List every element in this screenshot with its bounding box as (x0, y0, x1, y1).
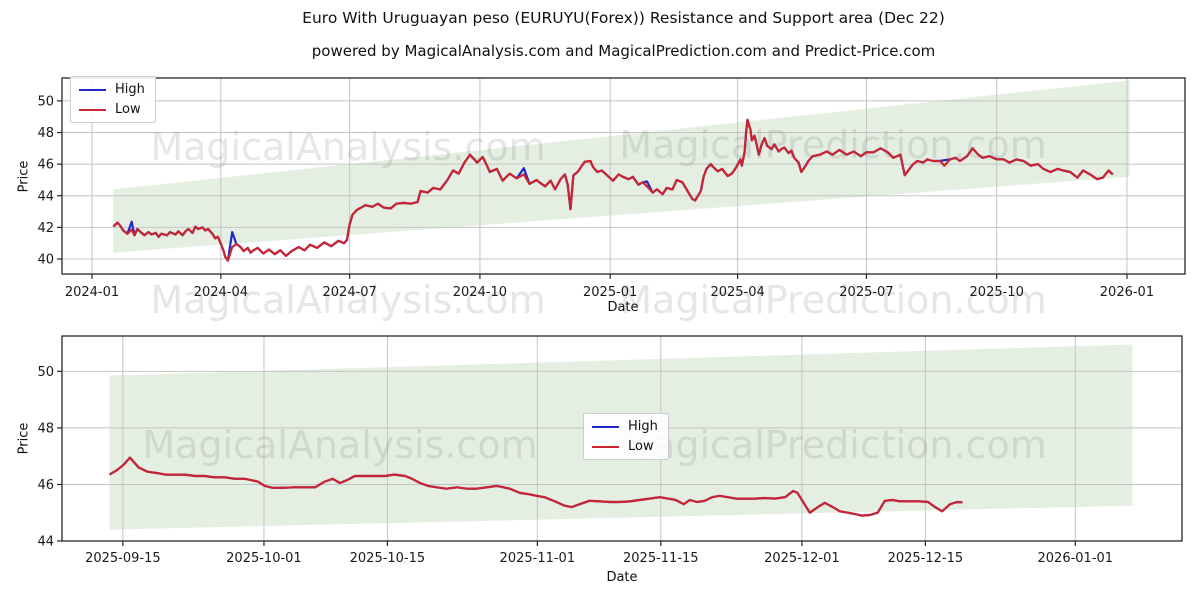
legend-item-high: High (79, 83, 145, 96)
top-x-tick-label: 2025-07 (839, 285, 893, 300)
legend-high-label: High (115, 82, 145, 97)
top-y-tick-label: 40 (37, 252, 54, 267)
top-axes-frame (61, 77, 1186, 275)
bottom-x-tick-label: 2025-09-15 (85, 551, 161, 566)
top-y-tick-label: 44 (37, 189, 54, 204)
legend-high-line-swatch (79, 88, 106, 91)
bottom-y-tick-label: 48 (37, 421, 54, 436)
top-x-tick-label: 2025-01 (583, 285, 637, 300)
bottom-axes-frame (61, 335, 1183, 542)
watermark-text: MagicalPrediction.com (619, 123, 1047, 167)
page-subtitle: powered by MagicalAnalysis.com and Magic… (311, 42, 936, 60)
legend-high-label: High (628, 419, 658, 434)
bottom-low-line (109, 456, 963, 517)
page-title: Euro With Uruguayan peso (EURUYU(Forex))… (302, 9, 945, 27)
bottom-x-tick-label: 2025-10-01 (226, 551, 302, 566)
bottom-x-tick-label: 2025-11-01 (500, 551, 576, 566)
bottom-y-tick-label: 50 (37, 365, 54, 380)
top-chart-legend: High Low (70, 76, 156, 123)
legend-low-line-swatch (592, 445, 619, 448)
legend-item-high: High (592, 420, 658, 433)
bottom-x-tick-label: 2026-01-01 (1038, 551, 1114, 566)
top-x-tick-label: 2024-07 (323, 285, 377, 300)
watermark-text: MagicalAnalysis.com (142, 423, 537, 467)
bottom-x-axis-label: Date (606, 570, 638, 585)
top-x-tick-label: 2026-01 (1100, 285, 1154, 300)
legend-low-line-swatch (79, 108, 106, 111)
bottom-chart-legend: High Low (583, 413, 669, 460)
top-x-tick-label: 2024-04 (194, 285, 248, 300)
legend-item-low: Low (79, 103, 145, 116)
bottom-x-tick-label: 2025-11-15 (623, 551, 699, 566)
top-y-tick-label: 50 (37, 94, 54, 109)
top-y-tick-label: 46 (37, 158, 54, 173)
top-y-axis-label: Price (16, 160, 32, 193)
top-x-tick-label: 2024-01 (65, 285, 119, 300)
legend-low-label: Low (115, 102, 141, 117)
bottom-y-tick-label: 46 (37, 478, 54, 493)
legend-high-line-swatch (592, 425, 619, 428)
top-x-axis-label: Date (607, 300, 639, 315)
watermark-text: MagicalAnalysis.com (150, 125, 545, 169)
top-x-tick-label: 2024-10 (453, 285, 507, 300)
top-x-tick-label: 2025-10 (970, 285, 1024, 300)
legend-low-label: Low (628, 439, 654, 454)
watermark-text: MagicalPrediction.com (619, 423, 1047, 467)
top-support-resistance-band (113, 80, 1130, 253)
legend-item-low: Low (592, 440, 658, 453)
top-low-line (112, 118, 1114, 262)
bottom-x-tick-label: 2025-10-15 (350, 551, 426, 566)
bottom-y-axis-label: Price (16, 422, 32, 455)
watermark-text: MagicalAnalysis.com (150, 278, 545, 322)
top-y-tick-label: 48 (37, 126, 54, 141)
watermark-text: MagicalPrediction.com (619, 278, 1047, 322)
bottom-x-tick-label: 2025-12-15 (888, 551, 964, 566)
top-y-tick-label: 42 (37, 221, 54, 236)
bottom-y-tick-label: 44 (37, 535, 54, 550)
bottom-x-tick-label: 2025-12-01 (764, 551, 840, 566)
top-x-tick-label: 2025-04 (710, 285, 764, 300)
